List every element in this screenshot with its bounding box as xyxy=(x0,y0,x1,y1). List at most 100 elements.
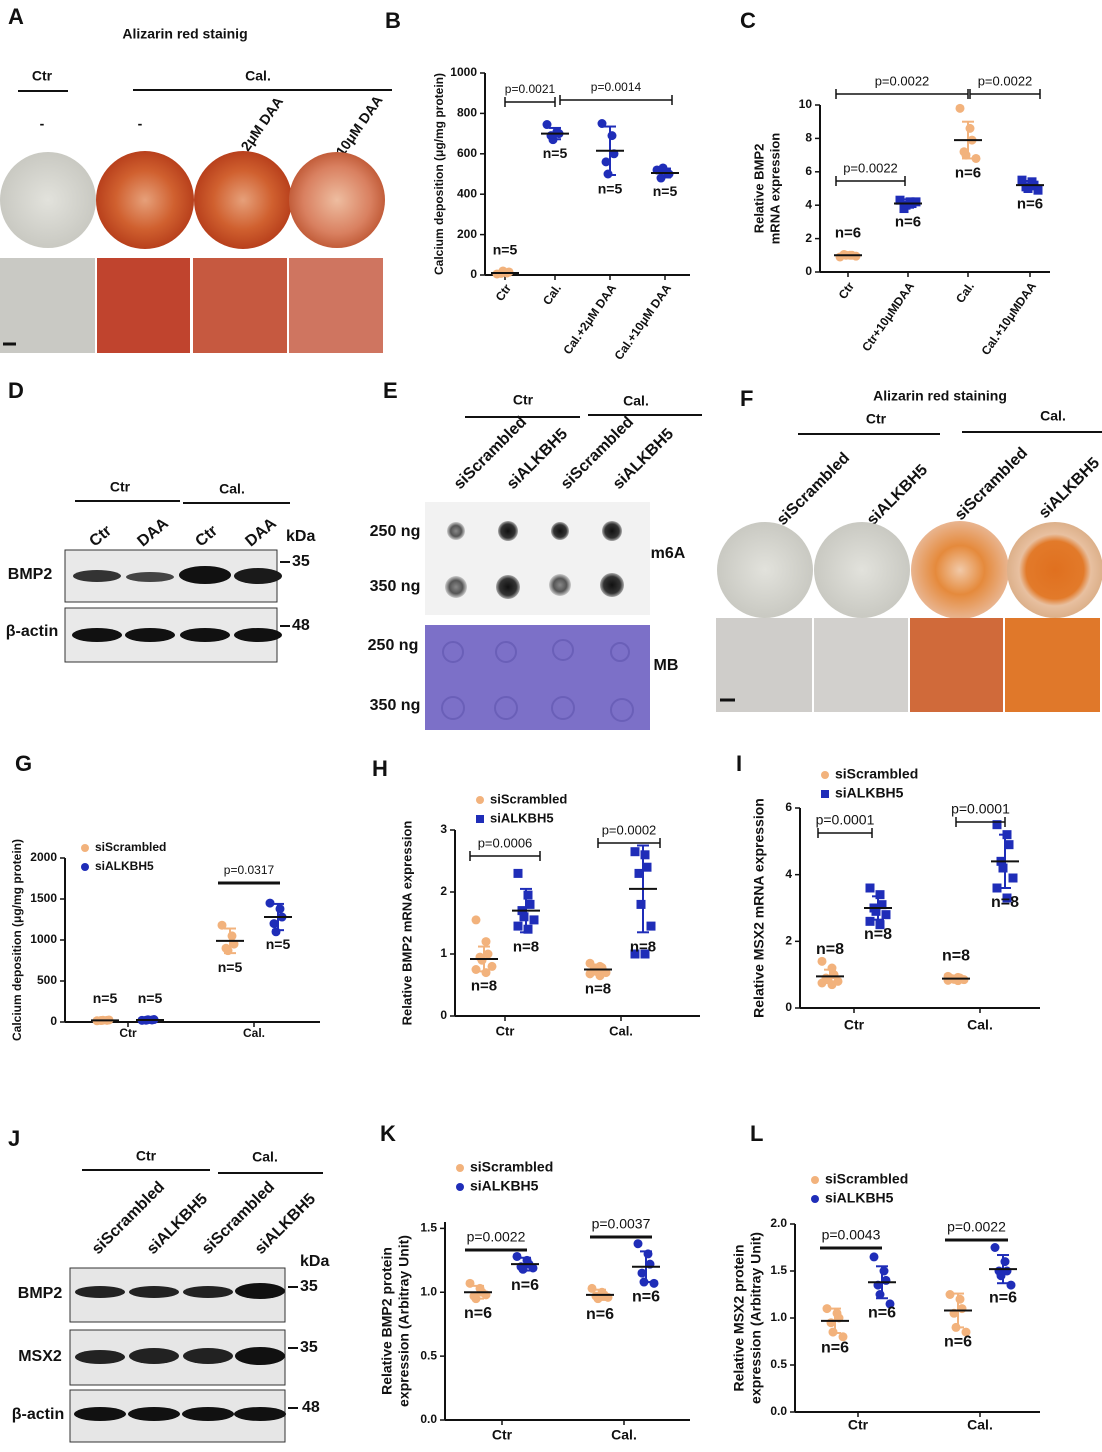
panel-label: I xyxy=(736,751,742,776)
x-tick-label: Ctr xyxy=(836,279,858,301)
blot-dot xyxy=(445,576,467,598)
chart: H Relative BMP2 mRNA expression 0 1 2 3 Ctr Cal… xyxy=(372,756,700,1038)
panel-title: Alizarin red stainig xyxy=(122,26,247,42)
panel-title: Alizarin red staining xyxy=(873,388,1007,404)
data-point xyxy=(879,1266,889,1276)
y-axis-label: Relative BMP2 mRNA expression xyxy=(399,821,414,1026)
legend-label: siALKBH5 xyxy=(95,859,154,873)
lane-label: siScrambled xyxy=(774,450,853,529)
p-value: p=0.0001 xyxy=(951,801,1010,817)
data-point xyxy=(630,847,640,857)
blot-dot xyxy=(498,521,518,541)
panel-j: J Ctr Cal. siScrambled siALKBH5 siScramb… xyxy=(8,1126,329,1443)
y-tick-label: 6 xyxy=(805,164,812,178)
data-point xyxy=(822,1304,832,1314)
blot-dot xyxy=(549,574,571,596)
x-tick-label: Cal. xyxy=(953,280,977,306)
y-tick-label: 4 xyxy=(785,867,792,881)
data-point xyxy=(603,169,613,179)
data-point xyxy=(227,931,237,941)
data-point xyxy=(269,919,279,929)
y-axis-label: Relative MSX2 protein xyxy=(731,1244,747,1391)
p-value: p=0.0037 xyxy=(592,1216,651,1232)
n-label: n=5 xyxy=(93,990,118,1006)
data-point xyxy=(481,968,491,978)
group-label: Ctr xyxy=(32,68,53,84)
band xyxy=(234,628,282,642)
p-value: p=0.0043 xyxy=(822,1227,881,1243)
micrograph xyxy=(193,258,287,353)
y-tick-label: 0 xyxy=(440,1008,447,1022)
data-point xyxy=(875,890,885,900)
data-point xyxy=(961,1327,971,1337)
y-tick-label: 1000 xyxy=(30,932,57,946)
band xyxy=(73,570,121,582)
lane-label: DAA xyxy=(134,515,172,551)
x-tick-label: Cal.+2μM DAA xyxy=(560,281,619,357)
x-tick-label: Ctr xyxy=(493,281,515,303)
data-point xyxy=(901,200,911,210)
data-point xyxy=(640,949,650,959)
row-label: MSX2 xyxy=(18,1348,62,1365)
data-point xyxy=(664,169,674,179)
y-tick-label: 2 xyxy=(785,934,792,948)
lane-label: - xyxy=(138,116,143,132)
y-axis-label: mRNA expression xyxy=(767,133,782,245)
data-point xyxy=(911,197,921,207)
group-label: Ctr xyxy=(866,411,887,427)
micrograph xyxy=(97,258,190,353)
p-value: p=0.0006 xyxy=(478,835,533,850)
blot-label: m6A xyxy=(651,545,686,562)
data-point xyxy=(955,103,965,113)
n-label: n=8 xyxy=(471,977,497,994)
y-tick-label: 0.5 xyxy=(770,1357,787,1371)
data-point xyxy=(633,1239,643,1249)
p-value: p=0.0022 xyxy=(467,1229,526,1245)
n-label: n=5 xyxy=(493,241,518,257)
n-label: n=6 xyxy=(511,1277,539,1294)
mb-dots xyxy=(441,639,634,722)
panel-e: E Ctr Cal. siScrambled siALKBH5 siScramb… xyxy=(368,378,702,730)
y-tick-label: 1.5 xyxy=(420,1221,437,1235)
n-label: n=6 xyxy=(955,164,981,181)
panel-label: K xyxy=(380,1121,396,1146)
y-tick-label: 4 xyxy=(805,197,812,211)
data-point xyxy=(634,868,644,878)
data-point xyxy=(481,937,491,947)
n-label: n=8 xyxy=(513,938,539,955)
marker-label: 48 xyxy=(292,617,310,634)
data-point xyxy=(483,949,493,959)
row-label: BMP2 xyxy=(8,566,53,583)
p-value: p=0.0021 xyxy=(505,82,556,96)
well-image xyxy=(194,151,292,249)
y-axis-label: Calcium deposition (μg/mg protein) xyxy=(10,839,24,1041)
panel-label: J xyxy=(8,1126,20,1151)
data-point xyxy=(518,1264,528,1274)
lane-label: siALKBH5 xyxy=(1036,454,1102,521)
x-tick-label: Cal.+10μMDAA xyxy=(978,279,1039,358)
row-label: 250 ng xyxy=(368,637,419,654)
n-label: n=6 xyxy=(868,1304,896,1321)
band xyxy=(180,628,230,642)
y-tick-label: 0 xyxy=(470,267,477,281)
panel-label: G xyxy=(15,751,32,776)
n-label: n=6 xyxy=(895,214,921,231)
band xyxy=(179,566,231,584)
y-tick-label: 1 xyxy=(440,946,447,960)
legend-label: siALKBH5 xyxy=(835,785,904,801)
chart: I Relative MSX2 mRNA expression 0 2 4 6 Ctr Cal… xyxy=(736,751,1040,1033)
y-tick-label: 6 xyxy=(785,800,792,814)
data-point xyxy=(1006,1280,1016,1290)
x-tick-label: Cal. xyxy=(611,1427,637,1443)
data-point xyxy=(996,1271,1006,1281)
data-point xyxy=(992,883,1002,893)
dot-blot xyxy=(425,625,650,730)
data-point xyxy=(865,883,875,893)
data-point xyxy=(542,120,552,130)
p-value: p=0.0002 xyxy=(602,822,657,837)
micrograph xyxy=(814,618,908,712)
panel-d: D Ctr Cal. Ctr DAA Ctr DAA kDa BMP2 β-ac… xyxy=(6,378,315,663)
group-label: Cal. xyxy=(219,481,245,497)
